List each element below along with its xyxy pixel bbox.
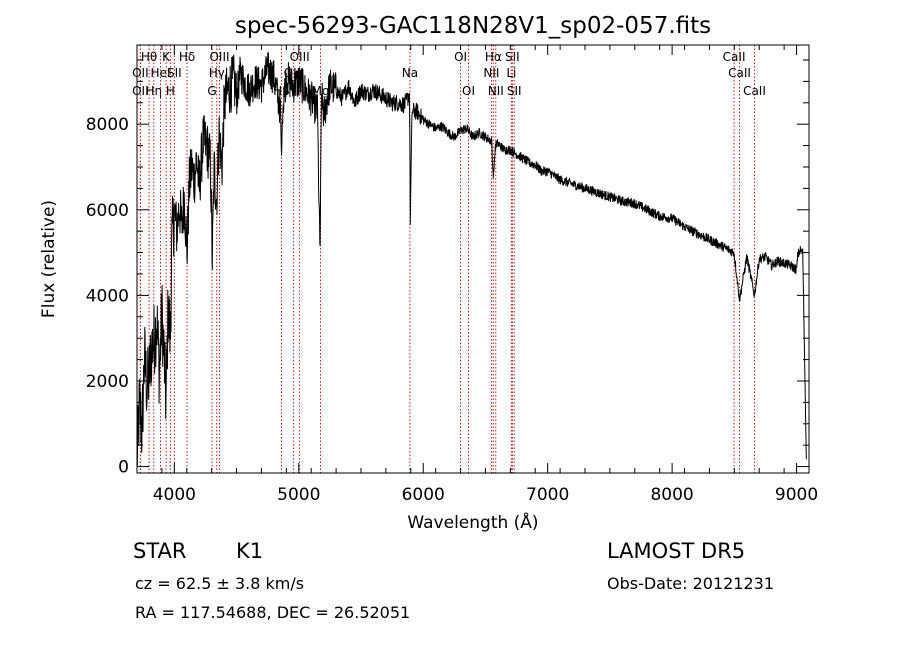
line-marker-label: HeI	[151, 66, 171, 80]
line-marker-label: CaII	[728, 66, 751, 80]
line-marker-label: OII	[132, 84, 149, 98]
coordinates-text: RA = 117.54688, DEC = 26.52051	[135, 603, 411, 622]
y-tick-label: 4000	[86, 286, 129, 306]
line-marker-label: SII	[507, 84, 522, 98]
line-marker-label: Li	[506, 66, 516, 80]
line-marker-label: Hη	[145, 84, 162, 98]
x-tick-label: 4000	[153, 485, 196, 505]
line-marker-label: OIII	[290, 50, 310, 64]
x-axis: 4000 5000 6000 7000 8000 9000	[136, 45, 818, 505]
spectrum-line	[136, 52, 807, 468]
line-marker-label: H	[166, 84, 175, 98]
line-marker-label: SII	[505, 50, 520, 64]
object-subclass: K1	[236, 539, 264, 563]
observation-date: Obs-Date: 20121231	[607, 574, 775, 593]
line-marker-label: CaII	[723, 50, 746, 64]
line-marker-label: OIII	[209, 50, 229, 64]
line-marker-label: G	[207, 84, 216, 98]
x-tick-label: 5000	[277, 485, 320, 505]
line-marker-label: Hγ	[209, 66, 225, 80]
object-class: STAR	[133, 539, 187, 563]
x-tick-label: 8000	[650, 485, 693, 505]
plot-frame	[136, 44, 810, 474]
line-marker-label: Hθ	[141, 50, 157, 64]
line-markers: HθOIIOIIHηHeIKHSIIHδGHγOIIIHβOIIIOIIIMgN…	[132, 45, 766, 473]
y-tick-label: 2000	[86, 372, 129, 392]
y-tick-label: 8000	[86, 115, 129, 135]
y-axis-label: Flux (relative)	[39, 200, 59, 318]
line-marker-label: Na	[402, 66, 418, 80]
line-marker-label: SII	[167, 66, 182, 80]
line-marker-label: K	[162, 50, 171, 64]
y-tick-label: 6000	[86, 201, 129, 221]
redshift-text: cz = 62.5 ± 3.8 km/s	[135, 574, 305, 593]
line-marker-label: Hα	[485, 50, 502, 64]
y-tick-label: 0	[118, 458, 129, 478]
line-marker-label: NII	[483, 66, 499, 80]
x-tick-label: 7000	[526, 485, 569, 505]
line-marker-label: OI	[462, 84, 475, 98]
line-marker-label: CaII	[743, 84, 766, 98]
spectrum-series	[136, 52, 807, 468]
line-marker-label: Hδ	[179, 50, 195, 64]
line-marker-label: Mg	[312, 84, 330, 98]
x-axis-label: Wavelength (Å)	[407, 511, 538, 533]
x-tick-label: 6000	[402, 485, 445, 505]
chart-title: spec-56293-GAC118N28V1_sp02-057.fits	[235, 13, 711, 39]
line-marker-label: NII	[488, 84, 504, 98]
line-marker-label: OI	[454, 50, 467, 64]
survey-name: LAMOST DR5	[607, 539, 746, 563]
y-axis: 0 2000 4000 6000 8000	[86, 59, 809, 478]
x-tick-label: 9000	[775, 485, 818, 505]
